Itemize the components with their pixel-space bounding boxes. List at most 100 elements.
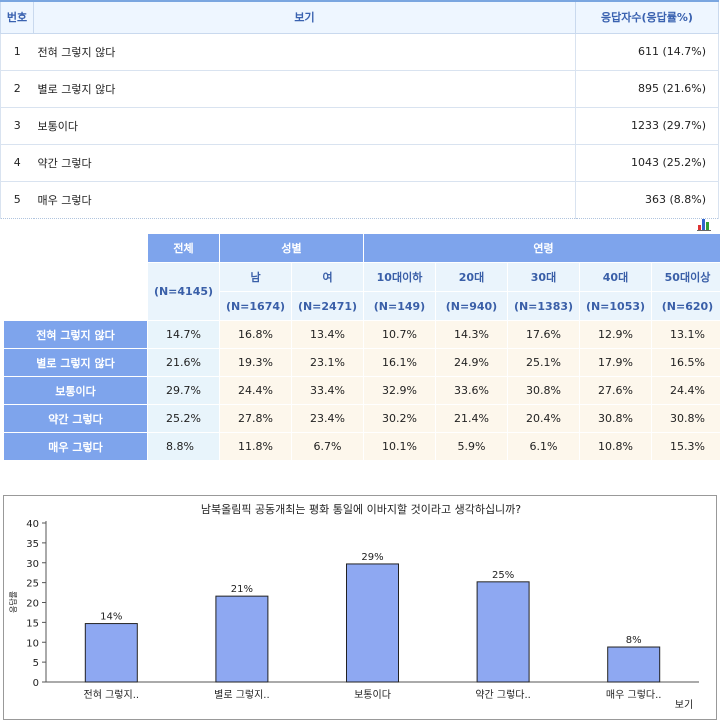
cross-cell: 30.8% xyxy=(580,405,651,432)
x-axis-label: 보기 xyxy=(675,699,693,711)
cross-table: 전체 성별 연령 (N=4145) 남 여 10대이하 20대 30대 40대 … xyxy=(3,233,720,461)
bar xyxy=(476,581,530,683)
x-tick-label: 보통이다 xyxy=(354,689,391,701)
cross-row: 보통이다 29.7% 24.4% 33.4% 32.9% 33.6% 30.8% 27.6% 2… xyxy=(4,377,720,404)
gender-col-n: (N=1674) xyxy=(220,292,291,320)
cross-row-label: 약간 그렇다 xyxy=(4,405,147,432)
cross-cell: 27.6% xyxy=(580,377,651,404)
cross-cell: 14.3% xyxy=(436,321,507,348)
y-tick-label: 20 xyxy=(26,599,39,610)
cross-cell: 17.9% xyxy=(580,349,651,376)
cross-cell: 23.1% xyxy=(292,349,363,376)
row-label: 매우 그렇다 xyxy=(33,181,576,219)
header-responses: 응답자수(응답률%) xyxy=(575,0,719,34)
cross-cell: 13.4% xyxy=(292,321,363,348)
cross-cell: 21.4% xyxy=(436,405,507,432)
cross-cell: 10.7% xyxy=(364,321,435,348)
row-value: 1233 (29.7%) xyxy=(575,107,719,145)
chart-title: 남북올림픽 공동개최는 평화 통일에 이바지할 것이라고 생각하십니까? xyxy=(201,502,521,516)
table-row: 2 별로 그렇지 않다 895 (21.6%) xyxy=(0,70,719,108)
bar-data-label: 21% xyxy=(231,584,253,595)
row-value: 895 (21.6%) xyxy=(575,70,719,108)
y-tick-label: 5 xyxy=(33,658,39,669)
cross-cell: 16.5% xyxy=(652,349,720,376)
cross-row: 약간 그렇다 25.2% 27.8% 23.4% 30.2% 21.4% 20.4% 30.8… xyxy=(4,405,720,432)
bar-chart: 남북올림픽 공동개최는 평화 통일에 이바지할 것이라고 생각하십니까? 0 5 10… xyxy=(3,495,717,720)
corner-cell xyxy=(4,234,147,320)
cross-cell: 20.4% xyxy=(508,405,579,432)
cross-row-label: 별로 그렇지 않다 xyxy=(4,349,147,376)
cross-total-cell: 8.8% xyxy=(148,433,219,460)
cross-row: 매우 그렇다 8.8% 11.8% 6.7% 10.1% 5.9% 6.1% 10.8% 15.… xyxy=(4,433,720,460)
gender-col-label: 여 xyxy=(292,263,363,291)
row-no: 2 xyxy=(0,70,34,108)
table-row: 5 매우 그렇다 363 (8.8%) xyxy=(0,181,719,219)
age-col-n: (N=620) xyxy=(652,292,720,320)
gender-header: 성별 xyxy=(220,234,363,262)
x-tick-label: 전혀 그렇지.. xyxy=(84,688,140,701)
cross-row: 별로 그렇지 않다 21.6% 19.3% 23.1% 16.1% 24.9% 25.1% 1… xyxy=(4,349,720,376)
bar xyxy=(346,563,399,683)
cross-cell: 11.8% xyxy=(220,433,291,460)
x-tick-label: 약간 그렇다.. xyxy=(475,688,531,701)
age-header: 연령 xyxy=(364,234,720,262)
bar-data-label: 29% xyxy=(361,552,383,563)
x-tick-label: 매우 그렇다.. xyxy=(606,688,662,701)
age-col-n: (N=1383) xyxy=(508,292,579,320)
age-col-n: (N=940) xyxy=(436,292,507,320)
row-no: 1 xyxy=(0,33,34,71)
row-no: 3 xyxy=(0,107,34,145)
gender-col-n: (N=2471) xyxy=(292,292,363,320)
age-col-label: 30대 xyxy=(508,263,579,291)
bar-data-label: 8% xyxy=(626,635,642,646)
table-row: 3 보통이다 1233 (29.7%) xyxy=(0,107,719,145)
row-no: 5 xyxy=(0,181,34,219)
y-tick-label: 10 xyxy=(26,638,39,649)
row-value: 1043 (25.2%) xyxy=(575,144,719,182)
table-row: 4 약간 그렇다 1043 (25.2%) xyxy=(0,144,719,182)
summary-table: 번호 보기 응답자수(응답률%) 1 전혀 그렇지 않다 611 (14.7%)… xyxy=(0,0,719,219)
cross-cell: 16.1% xyxy=(364,349,435,376)
row-label: 보통이다 xyxy=(33,107,576,145)
row-label: 약간 그렇다 xyxy=(33,144,576,182)
total-header: 전체 xyxy=(148,234,219,262)
cross-cell: 19.3% xyxy=(220,349,291,376)
header-no: 번호 xyxy=(0,0,34,34)
x-tick-label: 별로 그렇지.. xyxy=(214,688,270,701)
cross-cell: 33.6% xyxy=(436,377,507,404)
cross-cell: 24.9% xyxy=(436,349,507,376)
bar xyxy=(607,646,661,683)
bar xyxy=(84,623,138,683)
cross-cell: 33.4% xyxy=(292,377,363,404)
bar xyxy=(215,595,269,683)
cross-cell: 16.8% xyxy=(220,321,291,348)
y-tick-label: 0 xyxy=(33,678,39,689)
cross-cell: 25.1% xyxy=(508,349,579,376)
cross-cell: 12.9% xyxy=(580,321,651,348)
y-tick-label: 15 xyxy=(26,618,39,629)
cross-total-cell: 21.6% xyxy=(148,349,219,376)
bar-data-label: 14% xyxy=(100,612,122,623)
cross-cell: 24.4% xyxy=(652,377,720,404)
gender-col-label: 남 xyxy=(220,263,291,291)
cross-cell: 10.8% xyxy=(580,433,651,460)
row-no: 4 xyxy=(0,144,34,182)
y-tick-label: 30 xyxy=(26,559,39,570)
y-tick-label: 40 xyxy=(26,519,39,530)
cross-cell: 30.8% xyxy=(652,405,720,432)
cross-row-label: 매우 그렇다 xyxy=(4,433,147,460)
cross-cell: 5.9% xyxy=(436,433,507,460)
header-option: 보기 xyxy=(33,0,576,34)
chart-canvas: 남북올림픽 공동개최는 평화 통일에 이바지할 것이라고 생각하십니까? 0 5 10… xyxy=(8,502,699,711)
bar-chart-icon[interactable] xyxy=(697,217,711,231)
cross-total-cell: 29.7% xyxy=(148,377,219,404)
cross-cell: 10.1% xyxy=(364,433,435,460)
bar-data-label: 25% xyxy=(492,570,514,581)
cross-row-label: 보통이다 xyxy=(4,377,147,404)
cross-row: 전혀 그렇지 않다 14.7% 16.8% 13.4% 10.7% 14.3% 17.6% 1… xyxy=(4,321,720,348)
cross-row-label: 전혀 그렇지 않다 xyxy=(4,321,147,348)
y-tick-label: 35 xyxy=(26,539,39,550)
summary-header-row: 번호 보기 응답자수(응답률%) xyxy=(0,0,719,34)
y-axis-label: 응답률 xyxy=(8,591,18,613)
row-label: 전혀 그렇지 않다 xyxy=(33,33,576,71)
